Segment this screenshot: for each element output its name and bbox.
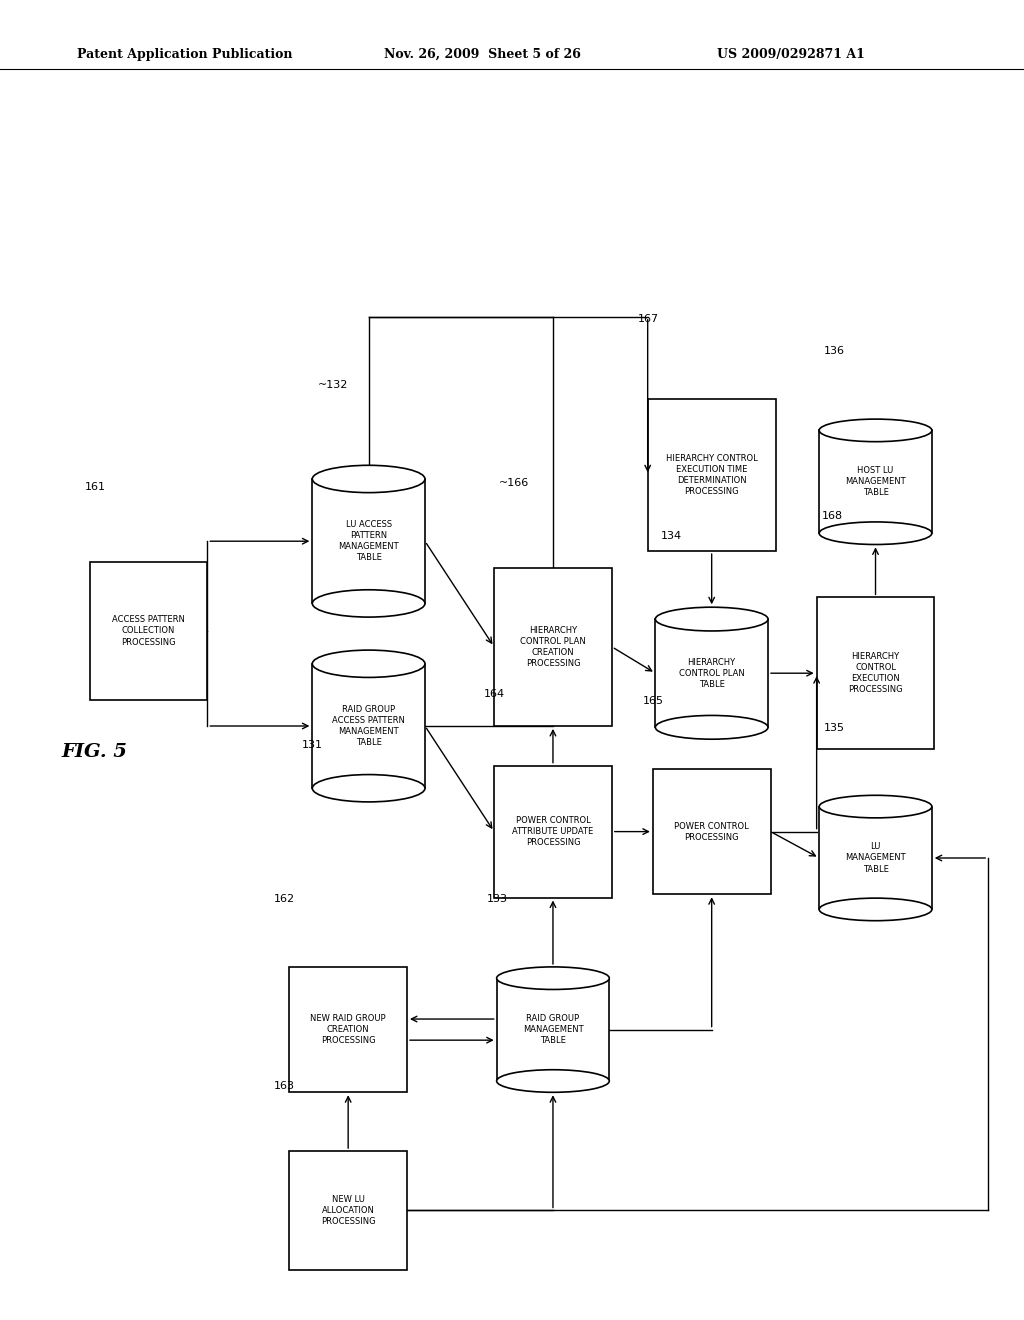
- Ellipse shape: [312, 465, 425, 492]
- Text: 134: 134: [660, 531, 682, 541]
- Ellipse shape: [312, 590, 425, 618]
- Bar: [495, 568, 612, 726]
- Text: 136: 136: [824, 346, 846, 356]
- Bar: [655, 619, 768, 727]
- Ellipse shape: [312, 649, 425, 677]
- Ellipse shape: [312, 775, 425, 803]
- Ellipse shape: [497, 1069, 609, 1093]
- Text: 163: 163: [274, 1081, 295, 1092]
- Text: HIERARCHY
CONTROL PLAN
TABLE: HIERARCHY CONTROL PLAN TABLE: [679, 657, 744, 689]
- Text: RAID GROUP
ACCESS PATTERN
MANAGEMENT
TABLE: RAID GROUP ACCESS PATTERN MANAGEMENT TAB…: [332, 705, 406, 747]
- Text: ACCESS PATTERN
COLLECTION
PROCESSING: ACCESS PATTERN COLLECTION PROCESSING: [112, 615, 185, 647]
- Text: POWER CONTROL
ATTRIBUTE UPDATE
PROCESSING: POWER CONTROL ATTRIBUTE UPDATE PROCESSIN…: [512, 816, 594, 847]
- Text: 165: 165: [643, 697, 664, 706]
- Text: 162: 162: [274, 895, 295, 904]
- Bar: [819, 430, 932, 533]
- Text: 164: 164: [484, 689, 505, 700]
- Text: POWER CONTROL
PROCESSING: POWER CONTROL PROCESSING: [675, 821, 749, 842]
- Ellipse shape: [819, 420, 932, 442]
- Text: 161: 161: [84, 482, 105, 492]
- Text: FIG. 5: FIG. 5: [61, 743, 127, 762]
- Text: HIERARCHY
CONTROL
EXECUTION
PROCESSING: HIERARCHY CONTROL EXECUTION PROCESSING: [848, 652, 903, 694]
- Text: HOST LU
MANAGEMENT
TABLE: HOST LU MANAGEMENT TABLE: [845, 466, 906, 498]
- Ellipse shape: [655, 607, 768, 631]
- Text: Nov. 26, 2009  Sheet 5 of 26: Nov. 26, 2009 Sheet 5 of 26: [384, 48, 581, 61]
- Ellipse shape: [819, 521, 932, 544]
- Bar: [312, 664, 425, 788]
- Text: 131: 131: [302, 739, 324, 750]
- Bar: [653, 768, 770, 895]
- Text: ~132: ~132: [317, 380, 348, 389]
- Text: LU ACCESS
PATTERN
MANAGEMENT
TABLE: LU ACCESS PATTERN MANAGEMENT TABLE: [338, 520, 399, 562]
- Text: 167: 167: [637, 314, 658, 323]
- Ellipse shape: [655, 715, 768, 739]
- Text: US 2009/0292871 A1: US 2009/0292871 A1: [717, 48, 864, 61]
- Text: Patent Application Publication: Patent Application Publication: [77, 48, 292, 61]
- Bar: [312, 479, 425, 603]
- Bar: [817, 597, 934, 750]
- Ellipse shape: [819, 898, 932, 921]
- Bar: [290, 966, 408, 1093]
- Text: NEW LU
ALLOCATION
PROCESSING: NEW LU ALLOCATION PROCESSING: [321, 1195, 376, 1226]
- Ellipse shape: [819, 795, 932, 818]
- Bar: [90, 562, 207, 700]
- Bar: [647, 400, 776, 552]
- Bar: [495, 766, 612, 898]
- Bar: [290, 1151, 408, 1270]
- Text: RAID GROUP
MANAGEMENT
TABLE: RAID GROUP MANAGEMENT TABLE: [522, 1014, 584, 1045]
- Text: 135: 135: [824, 723, 846, 733]
- Text: 168: 168: [821, 511, 843, 521]
- Text: NEW RAID GROUP
CREATION
PROCESSING: NEW RAID GROUP CREATION PROCESSING: [310, 1014, 386, 1045]
- Text: LU
MANAGEMENT
TABLE: LU MANAGEMENT TABLE: [845, 842, 906, 874]
- Text: HIERARCHY
CONTROL PLAN
CREATION
PROCESSING: HIERARCHY CONTROL PLAN CREATION PROCESSI…: [520, 626, 586, 668]
- Ellipse shape: [497, 966, 609, 990]
- Bar: [819, 807, 932, 909]
- Text: HIERARCHY CONTROL
EXECUTION TIME
DETERMINATION
PROCESSING: HIERARCHY CONTROL EXECUTION TIME DETERMI…: [666, 454, 758, 496]
- Text: 133: 133: [486, 895, 508, 904]
- Text: ~166: ~166: [500, 478, 529, 488]
- Bar: [497, 978, 609, 1081]
